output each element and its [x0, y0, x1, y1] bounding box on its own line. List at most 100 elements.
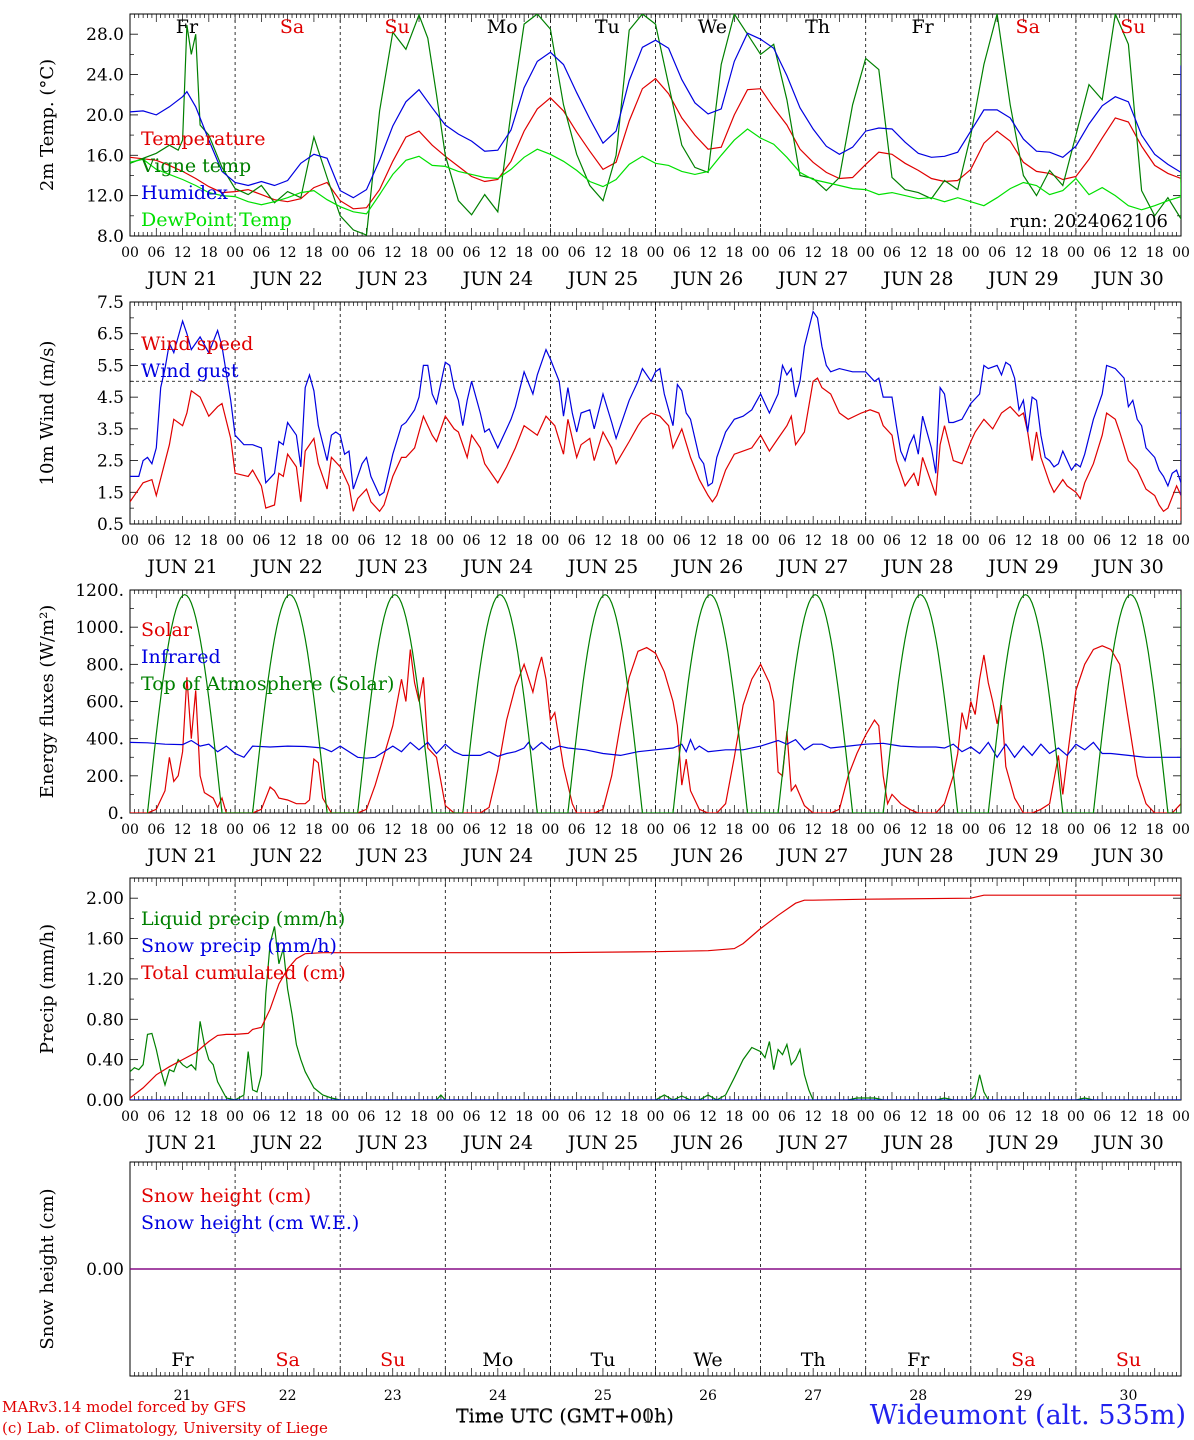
hour-label: 00 — [1067, 533, 1085, 549]
series-solar — [130, 645, 1181, 813]
hour-label: 00 — [226, 1109, 244, 1125]
day-name: We — [698, 16, 727, 38]
legend-entry: Snow precip (mm/h) — [141, 935, 337, 957]
y-tick-label: 4.5 — [97, 388, 124, 408]
hour-label: 06 — [883, 245, 901, 261]
hour-label: 00 — [121, 245, 139, 261]
date-label: JUN 30 — [1091, 1132, 1163, 1154]
panel-1: 8.0 12.0 16.0 20.0 24.0 28.0 2m Temp. (°C) Temp… — [37, 13, 1190, 290]
hour-label: 00 — [647, 822, 665, 838]
hour-label: 12 — [174, 822, 192, 838]
y-tick-label: 8.0 — [97, 227, 124, 247]
y-tick-label: 400. — [86, 730, 124, 750]
date-label: JUN 21 — [145, 1132, 217, 1154]
date-label: JUN 22 — [250, 556, 322, 578]
hour-label: 06 — [778, 822, 796, 838]
hour-label: 12 — [594, 245, 612, 261]
series-wind-speed — [130, 377, 1181, 521]
legend-entry: DewPoint Temp — [141, 209, 292, 231]
series-dewpoint-temp — [130, 128, 1181, 215]
hour-label: 18 — [305, 822, 323, 838]
hour-label: 18 — [1041, 822, 1059, 838]
hour-label: 00 — [1067, 1109, 1085, 1125]
day-name: Sa — [275, 1349, 299, 1371]
y-tick-label: 0.5 — [97, 515, 124, 535]
day-name: Su — [1116, 1349, 1141, 1371]
date-label: JUN 27 — [776, 556, 848, 578]
y-tick-label: 6.5 — [97, 325, 124, 345]
hour-label: 00 — [1067, 822, 1085, 838]
date-label: JUN 25 — [566, 1132, 638, 1154]
hour-label: 06 — [147, 533, 165, 549]
legend-entry: Temperature — [141, 128, 265, 150]
series-liquid-precip-mm-h- — [130, 926, 1181, 1100]
date-label: JUN 22 — [250, 1132, 322, 1154]
legend-entry: Wind speed — [141, 333, 253, 355]
hour-label: 06 — [568, 822, 586, 838]
hour-label: 18 — [831, 1109, 849, 1125]
hour-label: 18 — [936, 245, 954, 261]
hour-label: 00 — [331, 245, 349, 261]
hour-label: 06 — [673, 245, 691, 261]
hour-label: 00 — [436, 533, 454, 549]
y-tick-label: 0.80 — [86, 1010, 124, 1030]
day-name: Th — [805, 16, 830, 38]
y-tick-label: 1200. — [75, 581, 124, 601]
hour-label: 06 — [1093, 822, 1111, 838]
y-tick-label: 0.00 — [86, 1260, 124, 1280]
panel-4: 0.00 0.40 0.80 1.20 1.60 2.00 Precip (mm/h) Liq… — [37, 877, 1190, 1154]
hour-label: 06 — [568, 1109, 586, 1125]
hour-label: 18 — [410, 1109, 428, 1125]
day-name: Su — [380, 1349, 405, 1371]
hour-label: 18 — [1146, 822, 1164, 838]
hour-label: 12 — [594, 533, 612, 549]
y-tick-label: 28.0 — [86, 25, 124, 45]
hour-label: 18 — [200, 245, 218, 261]
date-label: JUN 30 — [1091, 845, 1163, 867]
hour-label: 00 — [1172, 245, 1190, 261]
model-credit: MARv3.14 model forced by GFS — [2, 1398, 247, 1416]
date-label: JUN 29 — [986, 268, 1058, 290]
day-number: 21 — [174, 1388, 192, 1404]
y-tick-label: 1.20 — [86, 970, 124, 990]
day-number: 29 — [1014, 1388, 1032, 1404]
plot-area — [130, 894, 1181, 1100]
hour-label: 18 — [620, 533, 638, 549]
hour-label: 00 — [857, 533, 875, 549]
hour-label: 12 — [1120, 533, 1138, 549]
hour-label: 12 — [489, 822, 507, 838]
day-name: Sa — [1016, 16, 1040, 38]
hour-label: 00 — [752, 245, 770, 261]
hour-label: 18 — [410, 245, 428, 261]
hour-label: 18 — [200, 822, 218, 838]
hour-label: 00 — [1067, 245, 1085, 261]
hour-label: 12 — [1120, 245, 1138, 261]
hour-label: 12 — [909, 245, 927, 261]
hour-label: 18 — [515, 1109, 533, 1125]
hour-label: 12 — [279, 1109, 297, 1125]
hour-label: 06 — [883, 1109, 901, 1125]
hour-label: 18 — [936, 1109, 954, 1125]
hour-label: 18 — [725, 533, 743, 549]
hour-label: 12 — [1014, 1109, 1032, 1125]
hour-label: 18 — [410, 533, 428, 549]
hour-label: 12 — [1014, 245, 1032, 261]
y-tick-label: 800. — [86, 655, 124, 675]
hour-label: 18 — [620, 1109, 638, 1125]
date-label: JUN 30 — [1091, 556, 1163, 578]
run-label: run: 2024062106 — [1010, 211, 1168, 232]
series-total-cumulated-cm- — [130, 894, 1181, 1099]
day-number: 25 — [594, 1388, 612, 1404]
hour-label: 12 — [174, 533, 192, 549]
date-label: JUN 21 — [145, 268, 217, 290]
panel-5: 0.00 Snow height (cm) Snow height (cm) Snow… — [37, 1161, 1182, 1428]
hour-label: 06 — [358, 533, 376, 549]
hour-label: 12 — [489, 245, 507, 261]
day-name: Tu — [590, 1349, 615, 1371]
hour-label: 12 — [1014, 822, 1032, 838]
day-name: Tu — [595, 16, 620, 38]
legend-entry: Humidex — [141, 182, 228, 204]
y-tick-label: 1000. — [75, 618, 124, 638]
date-label: JUN 22 — [250, 845, 322, 867]
